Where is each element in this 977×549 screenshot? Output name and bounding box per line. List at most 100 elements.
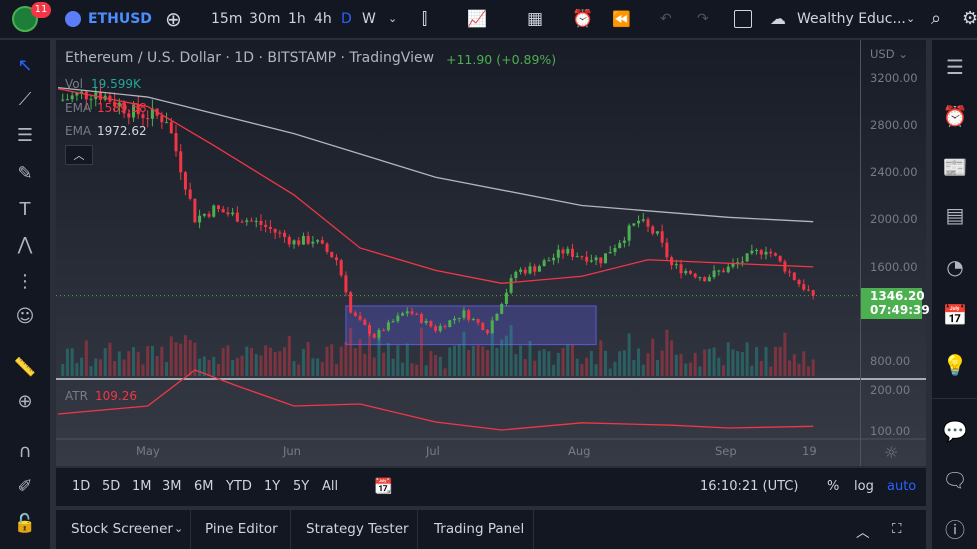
undo-icon[interactable]: ↶ (660, 11, 672, 27)
interval-15m[interactable]: 15m (211, 11, 243, 27)
volume-bar (514, 354, 518, 376)
help-icon[interactable]: ⓘ (945, 518, 965, 542)
log-toggle[interactable]: log (854, 479, 874, 494)
candle (797, 280, 801, 285)
range-all[interactable]: All (322, 479, 339, 494)
lock-icon[interactable]: 🔓 (13, 513, 37, 534)
chat-icon[interactable]: 💬 (942, 419, 968, 443)
lock-drawings-icon[interactable]: ✐ (17, 476, 33, 497)
percent-toggle[interactable]: % (827, 479, 840, 494)
search-icon[interactable]: ⌕ (931, 8, 942, 29)
chevron-down-icon[interactable]: ⌄ (174, 522, 184, 535)
range-3m[interactable]: 3M (162, 479, 182, 494)
magnet-icon[interactable]: ∩ (18, 441, 32, 462)
candle (736, 262, 740, 264)
data-window-icon[interactable]: ◔ (946, 255, 964, 279)
auto-toggle[interactable]: auto (887, 479, 917, 494)
range-ytd[interactable]: YTD (226, 479, 252, 494)
volume-bar (722, 365, 726, 376)
interval-d[interactable]: D (341, 11, 352, 27)
cursor-icon[interactable]: ↖ (17, 55, 33, 76)
fib-icon[interactable]: ☰ (16, 125, 34, 146)
price-tick: 2000.00 (870, 212, 918, 226)
candle (174, 133, 178, 152)
layout-name[interactable]: Wealthy Educ... (797, 11, 906, 27)
chevron-down-icon[interactable]: ⌄ (906, 12, 916, 25)
maximize-panel-icon[interactable]: ⛶ (892, 521, 902, 537)
price-chart[interactable] (56, 40, 926, 466)
volume-bar (731, 349, 735, 376)
zoom-in-icon[interactable]: ⊕ (17, 391, 33, 412)
volume-bar (542, 349, 546, 376)
settings-icon[interactable]: ⚙ (962, 8, 977, 29)
tab-stock-screener[interactable]: Stock Screener (71, 521, 173, 537)
alert-icon[interactable]: ⏰ (572, 9, 594, 29)
chevron-down-icon[interactable]: ⌄ (388, 12, 398, 25)
chart-settings-icon[interactable]: ☼ (884, 443, 899, 462)
volume-bar (108, 342, 112, 376)
price-axis[interactable] (860, 40, 926, 466)
tab-pine-editor[interactable]: Pine Editor (205, 521, 278, 537)
candle (297, 240, 301, 245)
ideas-lightbulb-icon[interactable]: 💡 (942, 353, 968, 377)
candle (514, 271, 518, 278)
tab-strategy-tester[interactable]: Strategy Tester (306, 521, 409, 537)
alarm-clock-icon[interactable]: ⏰ (942, 104, 968, 128)
candle (622, 240, 626, 243)
volume-bar (471, 345, 475, 376)
candle (231, 212, 235, 215)
chats-icon[interactable]: 🗨 (942, 468, 968, 492)
range-5d[interactable]: 5D (102, 479, 121, 494)
candle (599, 257, 603, 264)
layout-grid-icon[interactable]: ▦ (527, 9, 544, 29)
candle (731, 263, 735, 267)
volume-bar (792, 354, 796, 376)
calendar-icon[interactable]: 📅 (942, 303, 968, 327)
pattern-icon[interactable]: ⋀ (17, 234, 33, 255)
range-5y[interactable]: 5Y (293, 479, 310, 494)
interval-30m[interactable]: 30m (249, 11, 281, 27)
price-tick: 2800.00 (870, 118, 918, 132)
interval-4h[interactable]: 4h (314, 11, 332, 27)
volume-bar (688, 362, 692, 376)
symbol-button[interactable]: ETHUSD (88, 11, 152, 27)
text-icon[interactable]: T (19, 199, 31, 220)
currency-selector[interactable]: USD ⌄ (870, 47, 908, 61)
candle (490, 320, 494, 334)
replay-icon[interactable]: ⏪ (612, 10, 631, 28)
volume-bar (773, 346, 777, 376)
hotlist-icon[interactable]: ▤ (945, 203, 965, 227)
fullscreen-icon[interactable] (734, 10, 752, 28)
trend-line-icon[interactable]: ⟋ (18, 89, 32, 110)
prediction-icon[interactable]: ⋮ (16, 271, 34, 292)
watchlist-icon[interactable]: ☰ (946, 55, 964, 79)
news-icon[interactable]: 📰 (942, 155, 968, 179)
candle (684, 270, 688, 274)
emoji-icon[interactable]: ☺ (15, 306, 35, 327)
indicators-icon[interactable]: 📈 (467, 9, 487, 28)
volume-bar (561, 347, 565, 376)
add-symbol-icon[interactable]: ⊕ (165, 7, 182, 31)
ruler-icon[interactable]: 📏 (13, 357, 37, 378)
candle (618, 242, 622, 249)
range-1m[interactable]: 1M (132, 479, 152, 494)
range-1y[interactable]: 1Y (264, 479, 281, 494)
brush-icon[interactable]: ✎ (17, 163, 33, 184)
interval-1h[interactable]: 1h (288, 11, 306, 27)
range-6m[interactable]: 6M (194, 479, 214, 494)
range-1d[interactable]: 1D (72, 479, 91, 494)
collapse-legend-button[interactable]: ︿ (65, 145, 93, 165)
candles-icon[interactable]: ⫿ (422, 9, 428, 28)
notification-badge[interactable]: 11 (31, 2, 51, 18)
volume-bar (415, 364, 419, 376)
goto-date-icon[interactable]: 📆 (374, 477, 393, 495)
volume-bar (127, 351, 131, 376)
chart-pane[interactable]: Ethereum / U.S. Dollar · 1D · BITSTAMP ·… (56, 40, 926, 466)
tab-trading-panel[interactable]: Trading Panel (434, 521, 525, 537)
redo-icon[interactable]: ↷ (697, 11, 709, 27)
interval-w[interactable]: W (362, 11, 376, 27)
volume-bar (207, 360, 211, 376)
collapse-panel-icon[interactable]: ︿ (856, 525, 870, 541)
volume-bar (490, 330, 494, 376)
clock[interactable]: 16:10:21 (UTC) (700, 479, 799, 494)
